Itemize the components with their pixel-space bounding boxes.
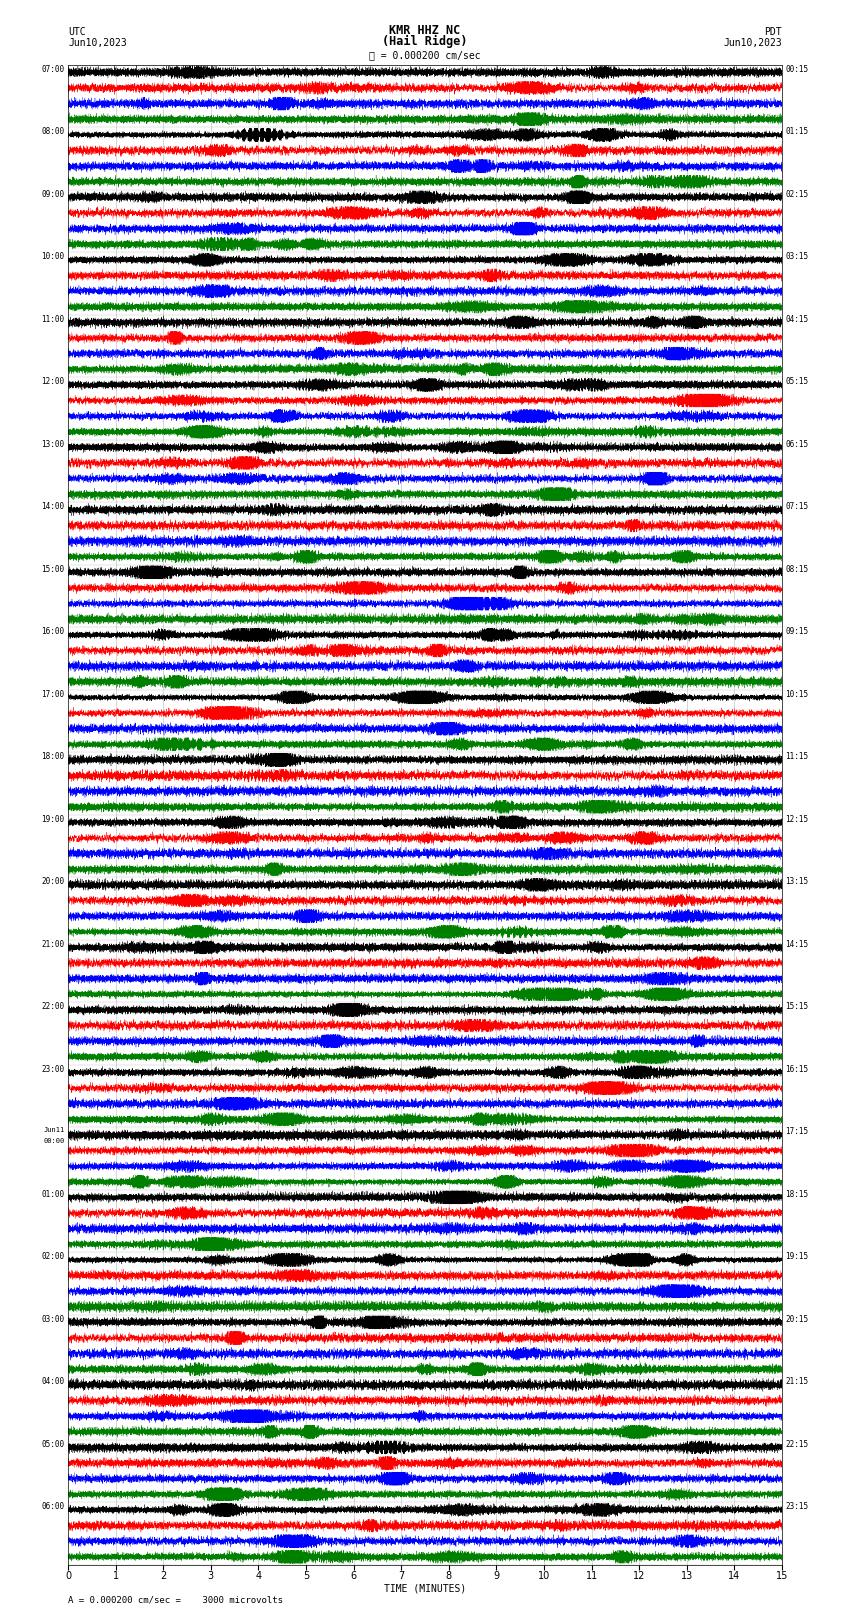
Text: 04:15: 04:15 xyxy=(785,315,808,324)
Text: 21:15: 21:15 xyxy=(785,1378,808,1386)
Text: PDT: PDT xyxy=(764,27,782,37)
Text: 14:15: 14:15 xyxy=(785,939,808,948)
Text: 10:15: 10:15 xyxy=(785,690,808,698)
Text: Jun10,2023: Jun10,2023 xyxy=(723,39,782,48)
Text: 21:00: 21:00 xyxy=(42,939,65,948)
Text: 07:00: 07:00 xyxy=(42,65,65,74)
Text: 18:00: 18:00 xyxy=(42,752,65,761)
Text: Jun11: Jun11 xyxy=(43,1127,65,1132)
Text: 06:15: 06:15 xyxy=(785,440,808,448)
Text: 17:00: 17:00 xyxy=(42,690,65,698)
Text: 09:15: 09:15 xyxy=(785,627,808,636)
Text: 06:00: 06:00 xyxy=(42,1502,65,1511)
Text: 05:00: 05:00 xyxy=(42,1439,65,1448)
Text: 03:00: 03:00 xyxy=(42,1315,65,1324)
Text: 09:00: 09:00 xyxy=(42,189,65,198)
Text: 12:15: 12:15 xyxy=(785,815,808,824)
Text: 11:15: 11:15 xyxy=(785,752,808,761)
Text: Jun10,2023: Jun10,2023 xyxy=(68,39,127,48)
Text: 11:00: 11:00 xyxy=(42,315,65,324)
Text: 10:00: 10:00 xyxy=(42,252,65,261)
Text: 14:00: 14:00 xyxy=(42,502,65,511)
Text: 23:15: 23:15 xyxy=(785,1502,808,1511)
Text: 13:00: 13:00 xyxy=(42,440,65,448)
Text: 22:15: 22:15 xyxy=(785,1439,808,1448)
Text: 00:00: 00:00 xyxy=(43,1139,65,1144)
Text: ⏐ = 0.000200 cm/sec: ⏐ = 0.000200 cm/sec xyxy=(369,50,481,60)
Text: 00:15: 00:15 xyxy=(785,65,808,74)
Text: 02:15: 02:15 xyxy=(785,189,808,198)
Text: 03:15: 03:15 xyxy=(785,252,808,261)
Text: 19:00: 19:00 xyxy=(42,815,65,824)
Text: 07:15: 07:15 xyxy=(785,502,808,511)
Text: 12:00: 12:00 xyxy=(42,377,65,386)
Text: KMR HHZ NC: KMR HHZ NC xyxy=(389,24,461,37)
Text: 16:15: 16:15 xyxy=(785,1065,808,1074)
Text: 02:00: 02:00 xyxy=(42,1252,65,1261)
Text: 20:00: 20:00 xyxy=(42,877,65,886)
Text: 20:15: 20:15 xyxy=(785,1315,808,1324)
Text: UTC: UTC xyxy=(68,27,86,37)
Text: 01:00: 01:00 xyxy=(42,1190,65,1198)
Text: 16:00: 16:00 xyxy=(42,627,65,636)
Text: 08:15: 08:15 xyxy=(785,565,808,574)
Text: 04:00: 04:00 xyxy=(42,1378,65,1386)
Text: 01:15: 01:15 xyxy=(785,127,808,135)
Text: 08:00: 08:00 xyxy=(42,127,65,135)
Text: 22:00: 22:00 xyxy=(42,1002,65,1011)
Text: 17:15: 17:15 xyxy=(785,1127,808,1136)
Text: 13:15: 13:15 xyxy=(785,877,808,886)
Text: 19:15: 19:15 xyxy=(785,1252,808,1261)
Text: A = 0.000200 cm/sec =    3000 microvolts: A = 0.000200 cm/sec = 3000 microvolts xyxy=(68,1595,283,1605)
Text: 05:15: 05:15 xyxy=(785,377,808,386)
X-axis label: TIME (MINUTES): TIME (MINUTES) xyxy=(384,1584,466,1594)
Text: (Hail Ridge): (Hail Ridge) xyxy=(382,35,468,48)
Text: 18:15: 18:15 xyxy=(785,1190,808,1198)
Text: 23:00: 23:00 xyxy=(42,1065,65,1074)
Text: 15:15: 15:15 xyxy=(785,1002,808,1011)
Text: 15:00: 15:00 xyxy=(42,565,65,574)
